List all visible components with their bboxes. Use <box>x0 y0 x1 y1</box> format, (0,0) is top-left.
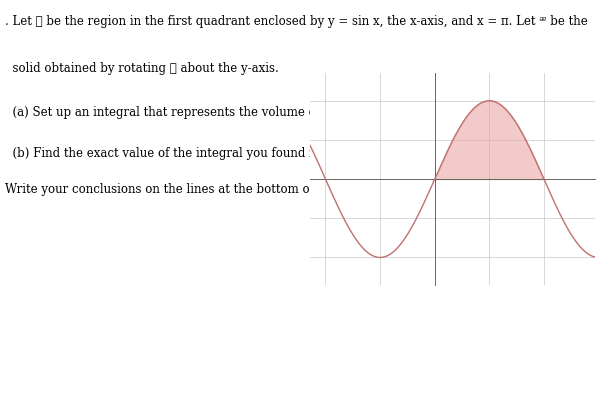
Text: . Let ℛ be the region in the first quadrant enclosed by y = sin x, the x-axis, a: . Let ℛ be the region in the first quadr… <box>5 15 588 28</box>
Text: (a) Set up an integral that represents the volume of ᵆ.: (a) Set up an integral that represents t… <box>5 106 335 119</box>
Text: Write your conclusions on the lines at the bottom of the page.: Write your conclusions on the lines at t… <box>5 183 373 196</box>
Text: solid obtained by rotating ℛ about the y-axis.: solid obtained by rotating ℛ about the y… <box>5 62 279 75</box>
Text: (b) Find the exact value of the integral you found in part (a).: (b) Find the exact value of the integral… <box>5 147 373 160</box>
